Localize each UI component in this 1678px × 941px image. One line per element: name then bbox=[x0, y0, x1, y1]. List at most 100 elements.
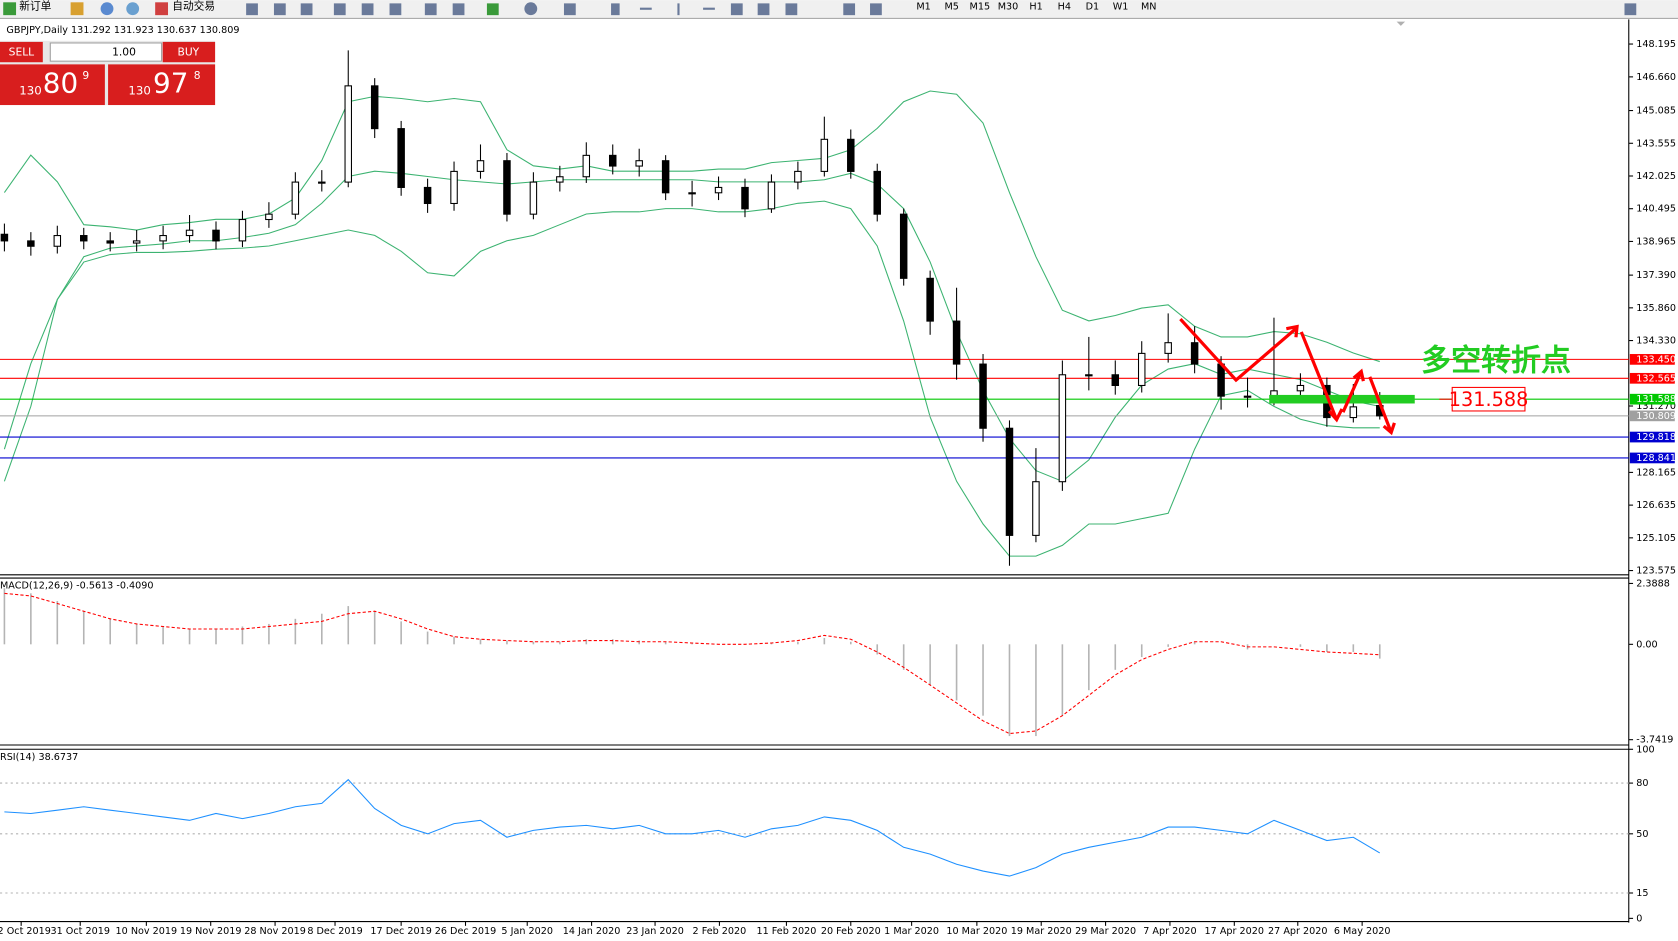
shift-marker bbox=[1396, 21, 1406, 26]
toolbar bbox=[0, 0, 1678, 19]
quote-prefix: 130 bbox=[128, 84, 150, 98]
tool-icon[interactable] bbox=[730, 3, 743, 16]
bollinger-upper bbox=[3, 90, 1380, 363]
price-level-label: 131.588 bbox=[1636, 394, 1676, 405]
tool-icon[interactable] bbox=[785, 3, 798, 16]
x-tick-label: 2 Feb 2020 bbox=[693, 926, 747, 937]
candle-body bbox=[979, 363, 987, 429]
quote-main: 80 bbox=[43, 67, 78, 100]
x-tick-label: 19 Mar 2020 bbox=[1011, 926, 1072, 937]
arrow-head bbox=[1286, 324, 1299, 338]
timeframe-button[interactable]: M1 bbox=[916, 2, 930, 13]
lot-input[interactable] bbox=[49, 42, 163, 62]
y-tick-label: 0.00 bbox=[1636, 639, 1657, 650]
tool-icon[interactable] bbox=[424, 3, 437, 16]
toolbar-icon[interactable] bbox=[100, 2, 114, 16]
new-order-button[interactable]: 新订单 bbox=[19, 0, 51, 13]
tool-icon[interactable] bbox=[524, 2, 538, 16]
timeframe-button[interactable]: D1 bbox=[1086, 2, 1100, 13]
candle-body bbox=[27, 240, 35, 247]
buy-label[interactable]: BUY bbox=[178, 46, 200, 59]
x-tick-label: 22 Oct 2019 bbox=[0, 926, 51, 937]
auto-trading-button[interactable]: 自动交易 bbox=[172, 0, 215, 13]
quote-suffix: 9 bbox=[82, 69, 89, 82]
tool-icon[interactable] bbox=[757, 3, 770, 16]
timeframe-button[interactable]: MN bbox=[1141, 2, 1157, 13]
tool-icon[interactable] bbox=[333, 3, 346, 16]
candle-body bbox=[529, 181, 538, 215]
sell-button[interactable] bbox=[0, 41, 43, 63]
annotation-price: 131.588 bbox=[1449, 388, 1529, 411]
price-level-tag bbox=[1629, 431, 1675, 443]
tool-icon[interactable] bbox=[273, 3, 286, 16]
timeframe-button[interactable]: H1 bbox=[1029, 2, 1042, 13]
auto-trading-icon[interactable] bbox=[155, 2, 169, 16]
tool-icon[interactable] bbox=[452, 3, 465, 16]
support-band bbox=[1269, 394, 1415, 404]
timeframe-button[interactable]: M30 bbox=[998, 2, 1019, 13]
candle-body bbox=[185, 229, 194, 237]
tool-icon[interactable] bbox=[843, 3, 856, 16]
tool-icon[interactable] bbox=[1624, 3, 1637, 16]
tool-icon[interactable] bbox=[870, 3, 882, 16]
toolbar-icon[interactable] bbox=[126, 2, 140, 16]
candle-body bbox=[1296, 384, 1305, 392]
candle-body bbox=[1137, 352, 1146, 387]
candle-body bbox=[741, 186, 749, 210]
candle-body bbox=[1005, 427, 1014, 536]
y-tick-label: 0 bbox=[1636, 913, 1642, 924]
candle-body bbox=[238, 218, 247, 242]
y-tick-label: 125.105 bbox=[1636, 533, 1676, 544]
candle-body bbox=[1164, 342, 1172, 354]
timeframe-button[interactable]: M15 bbox=[970, 2, 991, 13]
sell-label[interactable]: SELL bbox=[9, 46, 34, 59]
tool-icon[interactable] bbox=[703, 7, 715, 10]
candle-body bbox=[714, 186, 723, 194]
tool-icon[interactable] bbox=[677, 3, 680, 16]
buy-button[interactable] bbox=[162, 41, 216, 63]
tool-icon[interactable] bbox=[389, 3, 402, 16]
candle-body bbox=[450, 170, 458, 205]
tool-icon[interactable] bbox=[639, 7, 652, 10]
sell-quote-box[interactable] bbox=[0, 64, 105, 106]
candle-body bbox=[159, 235, 167, 242]
drawn-arrows bbox=[1179, 317, 1396, 436]
y-tick-label: 138.965 bbox=[1636, 236, 1676, 247]
candle-body bbox=[635, 160, 643, 167]
price-level-tag bbox=[1629, 372, 1675, 384]
y-tick-label: 134.330 bbox=[1636, 336, 1676, 347]
arrow-line bbox=[1179, 317, 1299, 383]
timeframe-button[interactable]: M5 bbox=[944, 2, 958, 13]
candle-body bbox=[661, 160, 670, 194]
tool-icon[interactable] bbox=[361, 3, 374, 16]
candle-body bbox=[767, 181, 776, 210]
candle-body bbox=[1058, 374, 1067, 483]
candle-body bbox=[556, 176, 564, 183]
lot-value[interactable]: 1.00 bbox=[112, 46, 136, 59]
tool-icon[interactable] bbox=[486, 3, 499, 16]
price-level-label: 129.818 bbox=[1636, 432, 1676, 443]
x-tick-label: 27 Apr 2020 bbox=[1268, 926, 1328, 937]
tool-icon[interactable] bbox=[300, 3, 313, 16]
y-tick-label: -3.7419 bbox=[1636, 735, 1673, 746]
buy-quote-box[interactable] bbox=[108, 64, 216, 106]
y-tick-label: 137.390 bbox=[1636, 270, 1676, 281]
price-level-tag bbox=[1629, 393, 1675, 405]
tool-icon[interactable] bbox=[563, 3, 576, 16]
tool-icon[interactable] bbox=[246, 3, 258, 16]
macd-signal bbox=[4, 592, 1380, 735]
price-level-tag bbox=[1629, 410, 1675, 422]
x-tick-label: 11 Feb 2020 bbox=[756, 926, 816, 937]
timeframe-button[interactable]: H4 bbox=[1058, 2, 1071, 13]
new-order-icon[interactable] bbox=[3, 2, 17, 16]
toolbar-icon[interactable] bbox=[70, 2, 84, 16]
quote-prefix: 130 bbox=[19, 84, 41, 98]
x-tick-label: 7 Apr 2020 bbox=[1143, 926, 1196, 937]
x-tick-label: 5 Jan 2020 bbox=[501, 926, 553, 937]
candle-body bbox=[265, 213, 273, 221]
candle-body bbox=[370, 85, 379, 130]
candle-body bbox=[291, 181, 300, 215]
tool-icon[interactable] bbox=[611, 3, 620, 16]
timeframe-button[interactable]: W1 bbox=[1113, 2, 1129, 13]
